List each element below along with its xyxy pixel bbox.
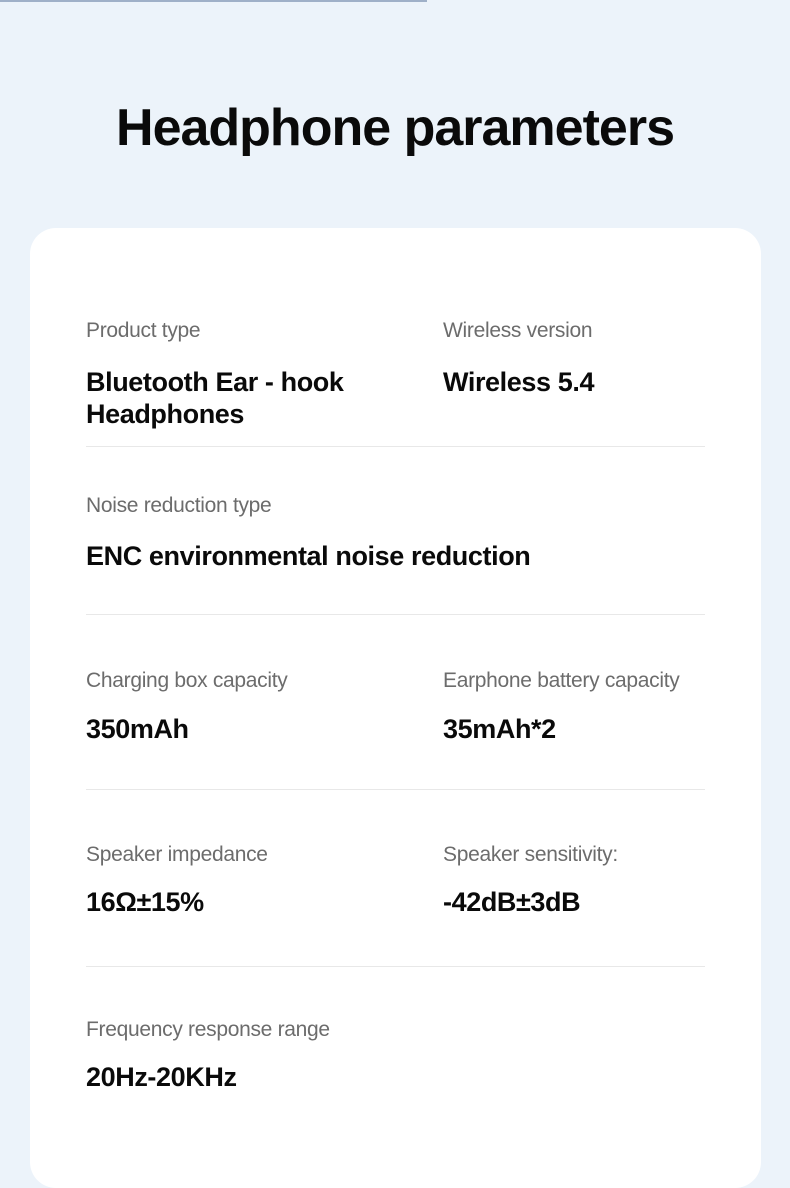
param-value: Wireless 5.4 xyxy=(443,367,595,397)
divider xyxy=(86,966,705,967)
top-bar xyxy=(0,0,427,2)
param-label: Speaker sensitivity: xyxy=(443,843,618,866)
param-value: Bluetooth Ear - hook Headphones xyxy=(86,367,344,429)
divider xyxy=(86,446,705,447)
page-title: Headphone parameters xyxy=(116,99,675,157)
param-label: Earphone battery capacity xyxy=(443,669,680,692)
param-label: Charging box capacity xyxy=(86,669,288,692)
param-value: -42dB±3dB xyxy=(443,887,581,917)
param-value: 20Hz-20KHz xyxy=(86,1062,237,1092)
param-label: Wireless version xyxy=(443,319,593,342)
divider xyxy=(86,614,705,615)
param-value: 16Ω±15% xyxy=(86,887,204,917)
parameters-card xyxy=(30,228,761,1188)
param-value: ENC environmental noise reduction xyxy=(86,541,531,571)
param-label: Product type xyxy=(86,319,201,342)
param-value: 350mAh xyxy=(86,714,189,744)
divider xyxy=(86,789,705,790)
param-label: Noise reduction type xyxy=(86,494,272,517)
param-value: 35mAh*2 xyxy=(443,714,556,744)
param-label: Speaker impedance xyxy=(86,843,268,866)
param-label: Frequency response range xyxy=(86,1018,330,1041)
